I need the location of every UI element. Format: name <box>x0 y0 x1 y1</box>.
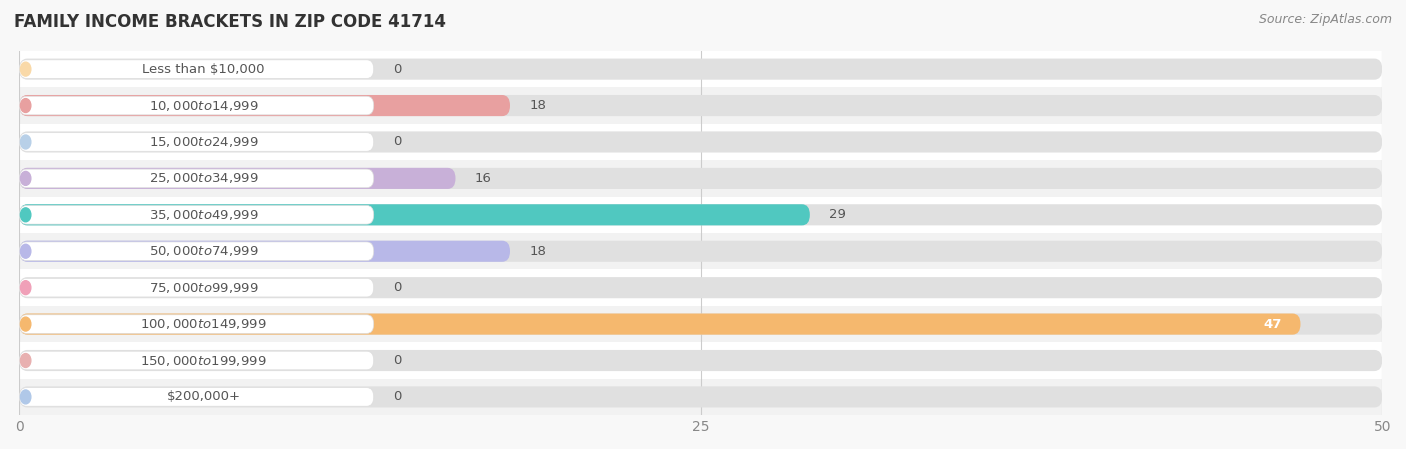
FancyBboxPatch shape <box>20 132 1382 153</box>
Text: 0: 0 <box>392 136 401 149</box>
Circle shape <box>21 244 31 258</box>
FancyBboxPatch shape <box>20 313 1382 335</box>
FancyBboxPatch shape <box>20 233 1382 269</box>
Text: 47: 47 <box>1263 317 1281 330</box>
Circle shape <box>21 99 31 113</box>
Text: $35,000 to $49,999: $35,000 to $49,999 <box>149 208 259 222</box>
Text: $75,000 to $99,999: $75,000 to $99,999 <box>149 281 259 295</box>
FancyBboxPatch shape <box>20 350 1382 371</box>
FancyBboxPatch shape <box>20 168 1382 189</box>
FancyBboxPatch shape <box>20 88 1382 124</box>
FancyBboxPatch shape <box>20 278 374 297</box>
Text: $50,000 to $74,999: $50,000 to $74,999 <box>149 244 259 258</box>
Circle shape <box>21 62 31 76</box>
FancyBboxPatch shape <box>20 306 1382 342</box>
FancyBboxPatch shape <box>20 313 1301 335</box>
Text: $25,000 to $34,999: $25,000 to $34,999 <box>149 172 259 185</box>
Text: FAMILY INCOME BRACKETS IN ZIP CODE 41714: FAMILY INCOME BRACKETS IN ZIP CODE 41714 <box>14 13 446 31</box>
FancyBboxPatch shape <box>20 241 510 262</box>
Text: 0: 0 <box>392 62 401 75</box>
FancyBboxPatch shape <box>20 124 1382 160</box>
FancyBboxPatch shape <box>20 160 1382 197</box>
FancyBboxPatch shape <box>20 60 374 79</box>
Circle shape <box>21 317 31 331</box>
FancyBboxPatch shape <box>20 315 374 333</box>
Text: $100,000 to $149,999: $100,000 to $149,999 <box>141 317 267 331</box>
FancyBboxPatch shape <box>20 342 1382 379</box>
Text: 0: 0 <box>392 354 401 367</box>
Circle shape <box>21 353 31 367</box>
FancyBboxPatch shape <box>20 241 1382 262</box>
FancyBboxPatch shape <box>20 206 374 224</box>
FancyBboxPatch shape <box>20 95 510 116</box>
FancyBboxPatch shape <box>20 168 456 189</box>
Text: 16: 16 <box>475 172 492 185</box>
FancyBboxPatch shape <box>20 387 374 406</box>
FancyBboxPatch shape <box>20 197 1382 233</box>
FancyBboxPatch shape <box>20 133 374 151</box>
Text: Less than $10,000: Less than $10,000 <box>142 62 264 75</box>
Circle shape <box>21 172 31 185</box>
FancyBboxPatch shape <box>20 51 1382 88</box>
FancyBboxPatch shape <box>20 204 1382 225</box>
FancyBboxPatch shape <box>20 242 374 260</box>
Text: 18: 18 <box>529 245 546 258</box>
FancyBboxPatch shape <box>20 379 1382 415</box>
FancyBboxPatch shape <box>20 95 1382 116</box>
FancyBboxPatch shape <box>20 58 1382 79</box>
Circle shape <box>21 135 31 149</box>
Circle shape <box>21 208 31 222</box>
FancyBboxPatch shape <box>20 269 1382 306</box>
FancyBboxPatch shape <box>20 351 374 370</box>
FancyBboxPatch shape <box>20 96 374 115</box>
FancyBboxPatch shape <box>20 387 1382 408</box>
Text: 0: 0 <box>392 391 401 404</box>
Text: 29: 29 <box>830 208 846 221</box>
Circle shape <box>21 281 31 295</box>
FancyBboxPatch shape <box>20 204 810 225</box>
Text: $10,000 to $14,999: $10,000 to $14,999 <box>149 98 259 113</box>
FancyBboxPatch shape <box>20 277 1382 298</box>
Text: $200,000+: $200,000+ <box>167 391 240 404</box>
FancyBboxPatch shape <box>20 169 374 188</box>
Text: Source: ZipAtlas.com: Source: ZipAtlas.com <box>1258 13 1392 26</box>
Text: $150,000 to $199,999: $150,000 to $199,999 <box>141 353 267 367</box>
Text: 0: 0 <box>392 281 401 294</box>
Circle shape <box>21 390 31 404</box>
Text: 18: 18 <box>529 99 546 112</box>
Text: $15,000 to $24,999: $15,000 to $24,999 <box>149 135 259 149</box>
